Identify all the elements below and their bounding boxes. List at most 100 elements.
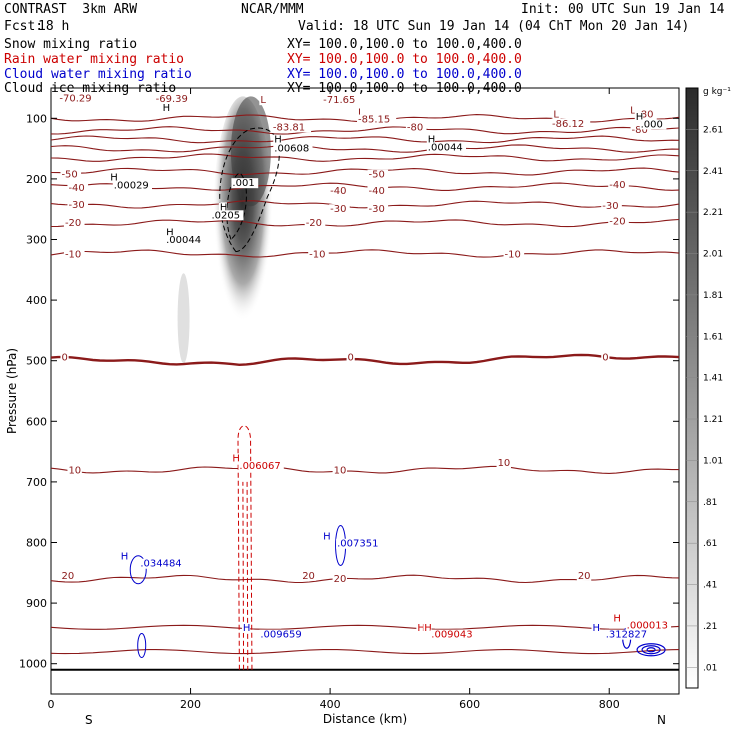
contour-label-bg	[67, 199, 89, 210]
maxima-label-bg	[336, 538, 382, 549]
maxima-label-bg	[165, 227, 174, 238]
contour-label-bg	[271, 122, 312, 133]
colorbar-tick-label: 1.81	[703, 291, 723, 301]
maxima-label: H	[121, 551, 129, 562]
cloud-water-contour	[129, 555, 147, 585]
colorbar-tick-label: .61	[703, 539, 717, 549]
temperature-contour	[50, 353, 680, 367]
maxima-label-bg	[238, 461, 284, 472]
contour-label-bg	[60, 169, 82, 180]
temperature-contour	[50, 135, 680, 144]
maxima-label: H	[417, 623, 425, 634]
y-tick-label: 500	[26, 355, 47, 368]
y-tick-label: 300	[26, 234, 47, 247]
y-axis-label: Pressure (hPa)	[5, 348, 19, 434]
maxima-label-bg	[231, 453, 240, 464]
contour-label-bg	[63, 218, 85, 229]
fcst-value: 18 h	[38, 19, 70, 34]
contour-label: -10	[505, 250, 521, 261]
maxima-label-bg	[604, 629, 651, 640]
maxima-label-bg	[426, 134, 435, 145]
contour-label: -80	[407, 122, 423, 133]
field-snow-xy: XY= 100.0,100.0 to 100.0,400.0	[287, 37, 522, 52]
contour-label-bg	[357, 107, 366, 118]
maxima-label-bg	[259, 629, 305, 640]
y-tick-label: 1000	[19, 658, 47, 671]
model-title: CONTRAST 3km ARW	[4, 2, 138, 17]
contour-label-bg	[629, 105, 638, 116]
contour-label: 0	[602, 353, 608, 364]
maxima-label: .009659	[260, 630, 301, 641]
maxima-label: .312827	[606, 630, 647, 641]
maxima-label: .000013	[627, 621, 668, 632]
contour-label: -40	[68, 183, 84, 194]
maxima-label-bg	[241, 622, 251, 633]
field-snow-name: Snow mixing ratio	[4, 37, 138, 52]
temperature-contour	[50, 574, 680, 584]
maxima-label: .001	[232, 178, 254, 189]
colorbar-tick-label: 2.61	[703, 125, 723, 135]
maxima-label-bg	[416, 622, 425, 633]
contour-label: -20	[306, 218, 322, 229]
maxima-label: .00044	[428, 142, 463, 153]
contour-label-bg	[367, 204, 389, 215]
contour-label-bg	[346, 352, 355, 363]
contour-label-bg	[308, 249, 329, 260]
contour-label: -40	[330, 186, 346, 197]
contour-label: -50	[61, 170, 77, 181]
maxima-label-bg	[591, 622, 600, 633]
maxima-label-bg	[231, 178, 259, 189]
contour-label-bg	[601, 201, 622, 212]
contour-label-bg	[60, 352, 69, 363]
maxima-label: H	[110, 173, 118, 184]
valid-time: Valid: 18 UTC Sun 19 Jan 14 (04 ChT Mon …	[298, 19, 690, 34]
contour-label: L	[358, 107, 364, 118]
contour-label-bg	[259, 95, 268, 106]
contour-label: -71.65	[323, 95, 355, 106]
contour-label: -85.15	[358, 115, 390, 126]
maxima-label: H	[323, 531, 331, 542]
contour-label: 20	[578, 571, 591, 582]
y-tick-label: 800	[26, 537, 47, 550]
maxima-label: .007351	[337, 539, 378, 550]
maxima-label: H	[232, 453, 240, 464]
contour-label-bg	[367, 186, 389, 197]
maxima-label: H	[613, 613, 621, 624]
contour-label-bg	[503, 249, 525, 260]
rain-water-contour	[242, 481, 249, 670]
contour-label-bg	[67, 465, 82, 476]
contour-label-bg	[332, 573, 347, 584]
maxima-label: .034484	[140, 559, 181, 570]
contour-label-bg	[301, 570, 316, 581]
contour-label: -30	[330, 204, 346, 215]
maxima-label-bg	[426, 142, 466, 153]
temperature-contour	[50, 126, 680, 135]
field-cloudwater-name: Cloud water mixing ratio	[4, 67, 192, 82]
contour-label-bg	[332, 465, 347, 476]
maxima-label-bg	[109, 172, 118, 183]
temperature-contour	[50, 218, 680, 228]
maxima-label-bg	[612, 613, 621, 624]
center-title: NCAR/MMM	[241, 2, 304, 17]
contour-label: 0	[61, 353, 67, 364]
contour-label-bg	[67, 183, 89, 194]
maxima-label-bg	[430, 629, 476, 640]
contour-label-bg	[63, 249, 85, 260]
contour-label-bg	[636, 109, 657, 120]
contour-label: -69.39	[156, 94, 188, 105]
colorbar-tick-label: 1.21	[703, 415, 723, 425]
snow-max-core	[230, 96, 271, 207]
cloud-water-contour	[646, 647, 656, 653]
contour-label: -10	[309, 250, 325, 261]
contour-label: L	[630, 105, 636, 116]
contour-label-bg	[329, 204, 350, 215]
contour-label: -20	[65, 218, 81, 229]
contour-label: -40	[609, 180, 625, 191]
maxima-label-bg	[322, 531, 331, 542]
contour-label: L	[260, 95, 266, 106]
cloud-water-contour	[137, 633, 147, 659]
contour-label-bg	[304, 218, 326, 229]
field-cloudwater-xy: XY= 100.0,100.0 to 100.0,400.0	[287, 67, 522, 82]
colorbar-tick-label: .81	[703, 498, 717, 508]
colorbar-tick-label: .01	[703, 663, 717, 673]
